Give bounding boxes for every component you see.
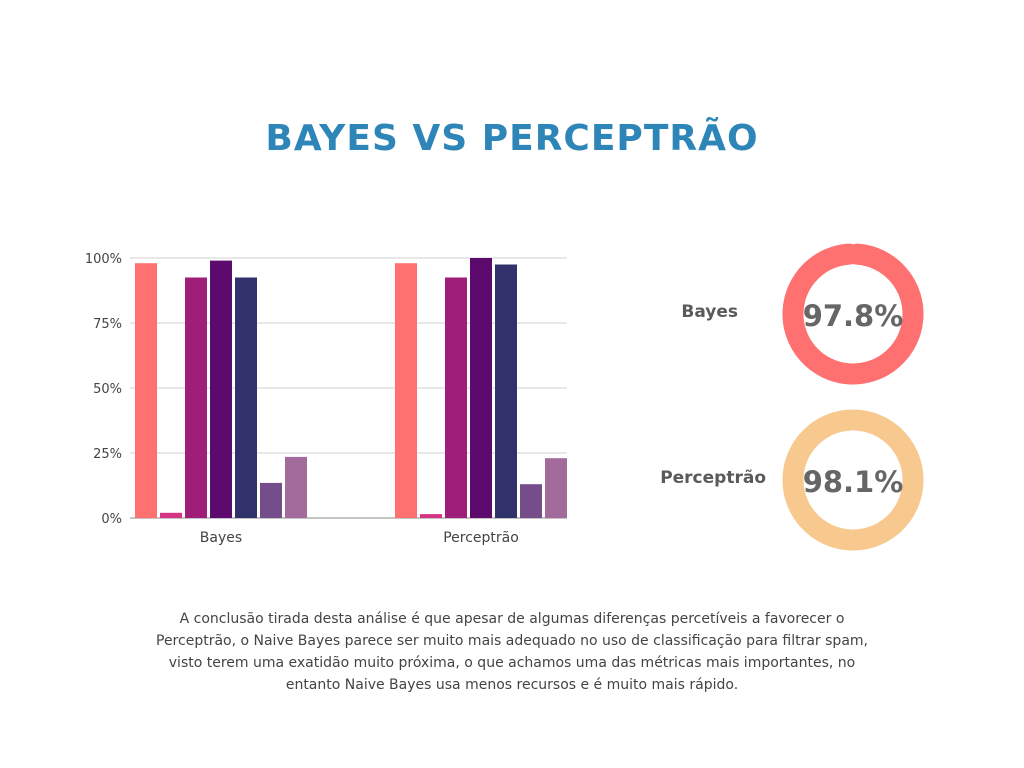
y-tick-label: 25% — [93, 447, 122, 462]
bar — [135, 263, 157, 518]
donut-label-bayes: Bayes — [681, 302, 738, 322]
page-title: BAYES VS PERCEPTRÃO — [265, 118, 759, 159]
bar — [160, 512, 182, 518]
bar — [545, 458, 567, 518]
bar — [260, 482, 282, 518]
donut-value-label: 97.8% — [803, 299, 904, 333]
donut-label-perceptrao: Perceptrão — [660, 468, 766, 488]
bar — [395, 263, 417, 518]
x-category-label: Perceptrão — [443, 530, 519, 546]
donut-chart-bayes: 97.8% — [782, 243, 924, 385]
y-tick-label: 100% — [85, 252, 122, 267]
bar — [210, 260, 232, 518]
bar — [470, 258, 492, 518]
donut-arc — [782, 243, 924, 385]
conclusion-text: A conclusão tirada desta análise é que a… — [156, 611, 868, 693]
y-tick-label: 50% — [93, 382, 122, 397]
bar-chart: 100% 75% 50% 25% 0% Bayes Perceptrão — [85, 252, 567, 546]
donut-value-label: 98.1% — [803, 465, 904, 499]
x-category-label: Bayes — [200, 530, 242, 546]
bar — [235, 277, 257, 518]
donut-arc — [782, 409, 924, 551]
y-tick-label: 0% — [101, 512, 122, 527]
bar — [285, 456, 307, 518]
bar — [520, 484, 542, 518]
bar — [420, 514, 442, 518]
y-tick-label: 75% — [93, 317, 122, 332]
donut-chart-perceptrao: 98.1% — [782, 409, 924, 551]
bar — [185, 277, 207, 518]
bar — [495, 264, 517, 518]
bar — [445, 277, 467, 518]
